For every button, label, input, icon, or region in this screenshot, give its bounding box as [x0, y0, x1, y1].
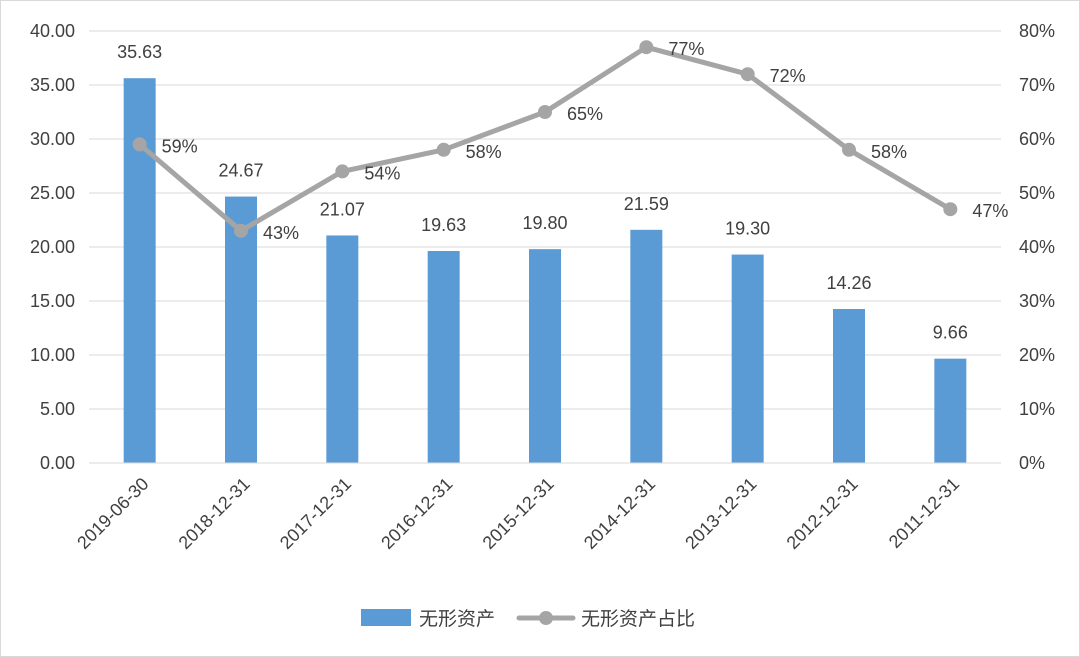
bar-data-label: 21.07: [320, 199, 365, 219]
left-y-axis: 0.00 5.00 10.00 15.00 20.00 25.00 30.00 35.00 40…: [30, 21, 75, 473]
left-tick-label: 15.00: [30, 291, 75, 311]
x-tick-label: 2019-06-30: [73, 474, 152, 553]
bar: [225, 196, 257, 463]
line-point: [234, 223, 248, 238]
left-tick-label: 40.00: [30, 21, 75, 41]
line-data-label: 47%: [972, 201, 1008, 221]
bar-data-label: 14.26: [826, 273, 871, 293]
left-tick-label: 35.00: [30, 75, 75, 95]
legend-swatch-bar: [361, 609, 411, 626]
legend-swatch-marker: [539, 611, 553, 625]
bar: [731, 254, 764, 463]
x-tick-label: 2012-12-31: [783, 474, 862, 553]
line-point: [538, 105, 552, 119]
line-point: [943, 202, 958, 217]
bar: [427, 250, 460, 463]
line-data-label: 59%: [162, 136, 198, 156]
legend-label-bar: 无形资产: [419, 608, 495, 630]
legend-label-line: 无形资产占比: [581, 608, 695, 630]
line-data-labels: 59% 43% 54% 58% 65% 77% 72% 58% 47%: [162, 39, 1009, 243]
bar-data-label: 9.66: [933, 323, 968, 343]
right-tick-label: 40%: [1019, 237, 1055, 257]
bar-data-label: 21.59: [624, 194, 669, 214]
x-tick-label: 2014-12-31: [580, 474, 659, 553]
line-point: [740, 67, 755, 82]
bar: [833, 308, 865, 463]
line-data-label: 58%: [466, 142, 502, 162]
right-y-axis: 0% 10% 20% 30% 40% 50% 60% 70% 80%: [1019, 21, 1055, 473]
x-tick-label: 2017-12-31: [276, 474, 355, 553]
bar: [630, 229, 663, 463]
left-tick-label: 10.00: [30, 345, 75, 365]
bar-data-label: 19.80: [522, 213, 567, 233]
line-data-label: 54%: [364, 163, 400, 183]
legend: 无形资产 无形资产占比: [361, 608, 695, 630]
x-tick-label: 2018-12-31: [175, 474, 254, 553]
x-tick-label: 2016-12-31: [377, 474, 456, 553]
bar: [934, 358, 967, 463]
line-series: [132, 40, 958, 238]
line-data-label: 43%: [263, 223, 299, 243]
line-point: [335, 164, 350, 179]
left-tick-label: 0.00: [40, 453, 75, 473]
x-tick-label: 2015-12-31: [479, 474, 558, 553]
x-tick-label: 2013-12-31: [681, 474, 760, 553]
line-point: [132, 137, 147, 152]
right-tick-label: 60%: [1019, 129, 1055, 149]
bar-data-labels: 35.63 24.67 21.07 19.63 19.80 21.59 19.30 14.26…: [117, 42, 968, 342]
bar-data-label: 35.63: [117, 42, 162, 62]
right-tick-label: 50%: [1019, 183, 1055, 203]
bar-data-label: 19.63: [421, 215, 466, 235]
left-tick-label: 5.00: [40, 399, 75, 419]
left-tick-label: 25.00: [30, 183, 75, 203]
line-data-label: 72%: [770, 66, 806, 86]
bar: [326, 235, 359, 463]
right-tick-label: 80%: [1019, 21, 1055, 41]
x-tick-label: 2011-12-31: [885, 474, 963, 552]
right-tick-label: 20%: [1019, 345, 1055, 365]
line-point: [842, 142, 856, 157]
bar-series: [123, 78, 967, 464]
right-tick-label: 0%: [1019, 453, 1045, 473]
x-axis: 2019-06-30 2018-12-31 2017-12-31 2016-12-31…: [73, 462, 1001, 553]
line-data-label: 65%: [567, 104, 603, 124]
right-tick-label: 30%: [1019, 291, 1055, 311]
line-point: [436, 142, 451, 157]
left-tick-label: 20.00: [30, 237, 75, 257]
line-data-label: 77%: [668, 39, 704, 59]
bar-data-label: 19.30: [725, 219, 770, 239]
bar: [123, 78, 156, 464]
line-point: [639, 40, 654, 55]
bar: [529, 249, 561, 463]
bar-data-label: 24.67: [218, 161, 263, 181]
line-data-label: 58%: [871, 142, 907, 162]
right-tick-label: 10%: [1019, 399, 1055, 419]
left-tick-label: 30.00: [30, 129, 75, 149]
right-tick-label: 70%: [1019, 75, 1055, 95]
